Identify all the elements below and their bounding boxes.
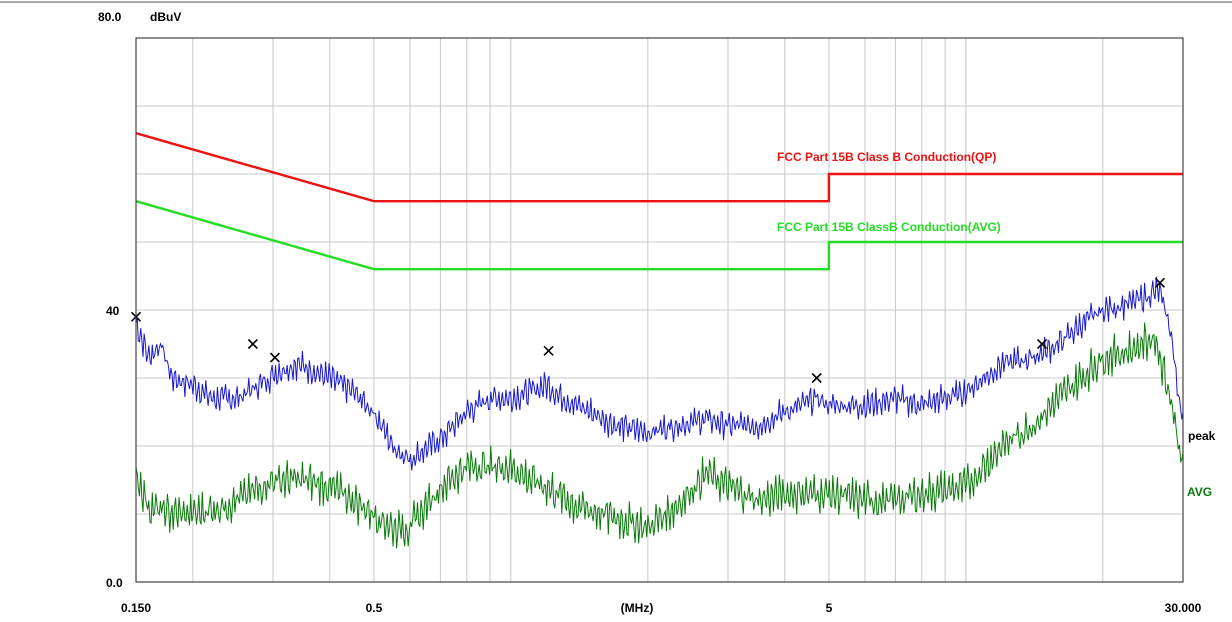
peak-marker [247, 338, 258, 350]
peak-series-label: peak [1188, 429, 1216, 443]
plot-frame [135, 37, 1184, 583]
limit-labels: FCC Part 15B Class B Conduction(QP) FCC … [777, 150, 1001, 234]
grid [136, 38, 1183, 582]
peak-marker [1154, 277, 1166, 288]
y-unit-label: dBuV [150, 10, 181, 24]
avg-series-label: AVG [1187, 485, 1212, 499]
y-max-label: 80.0 [98, 10, 122, 24]
y-tick-label: 40 [106, 304, 120, 318]
marker-stroke [1036, 338, 1048, 350]
peak-marker [1036, 338, 1048, 350]
peak-marker [811, 372, 822, 384]
marker-stroke [543, 345, 554, 356]
limit-line [135, 200, 1183, 271]
trace-peak [135, 276, 1184, 471]
x-tick-label: 0.5 [366, 601, 383, 615]
y-tick-label: 0.0 [106, 576, 123, 590]
peak-marker [543, 345, 554, 356]
limit-line [135, 132, 1183, 203]
y-axis-labels: 80.0 dBuV 40 0.0 [98, 10, 181, 590]
peak-marker [269, 352, 281, 363]
marker-stroke [247, 338, 258, 350]
marker-stroke [269, 352, 281, 363]
qp-limit-label: FCC Part 15B Class B Conduction(QP) [777, 150, 996, 164]
avg-limit-label: FCC Part 15B ClassB Conduction(AVG) [777, 220, 1001, 234]
marker-stroke [1154, 277, 1166, 288]
limit-lines [135, 132, 1183, 271]
series-labels: peak AVG [1187, 429, 1216, 499]
trace-avg [135, 322, 1184, 549]
x-axis-labels: (MHz) 0.150 0.5 5 30.000 [121, 601, 1202, 615]
x-unit-label: (MHz) [621, 601, 654, 615]
traces [135, 276, 1184, 549]
marker-stroke [811, 372, 822, 384]
x-tick-label: 5 [826, 601, 833, 615]
x-tick-label: 30.000 [1165, 601, 1202, 615]
x-tick-label: 0.150 [121, 601, 151, 615]
